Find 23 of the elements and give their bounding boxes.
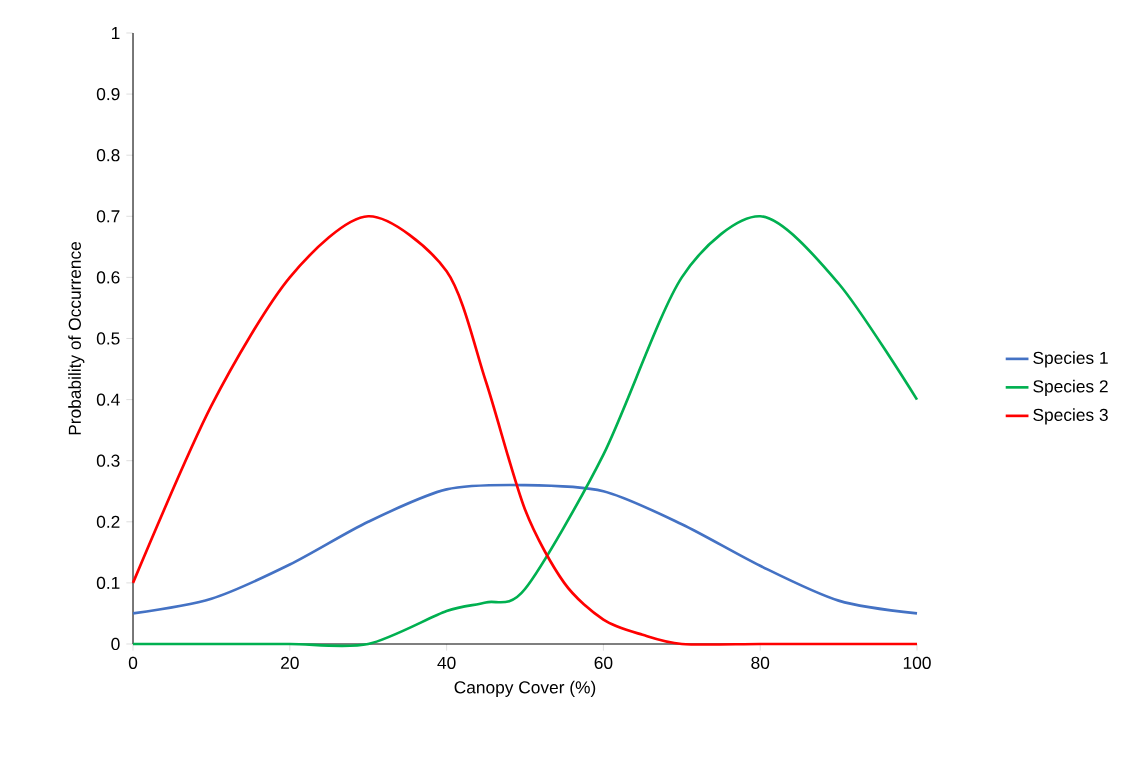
- x-tick-label: 80: [751, 656, 770, 669]
- y-tick-label: 0.8: [96, 149, 120, 162]
- y-tick-label: 0.9: [96, 87, 120, 101]
- x-tick-label: 100: [903, 656, 931, 669]
- y-tick-label: 0.1: [96, 576, 120, 590]
- y-axis-title: Probability of Occurrence: [68, 242, 85, 435]
- x-axis-title: Canopy Cover (%): [454, 680, 596, 697]
- x-tick-label: 0: [128, 656, 138, 669]
- legend-label: Species 3: [1033, 408, 1108, 425]
- legend-label: Species 2: [1033, 379, 1108, 396]
- line-series: [131, 483, 919, 615]
- y-tick-label: 0.6: [96, 271, 120, 284]
- y-tick-label: 1: [111, 27, 120, 39]
- x-tick-label: 60: [594, 656, 613, 669]
- y-tick-label: 0.7: [96, 210, 120, 223]
- y-tick-label: 0: [111, 637, 120, 651]
- y-tick-label: 0.3: [96, 454, 120, 467]
- x-tick-label: 40: [437, 656, 456, 669]
- y-tick-label: 0.2: [96, 515, 120, 528]
- x-tick-label: 20: [281, 656, 299, 669]
- legend-label: Species 1: [1033, 351, 1108, 368]
- y-tick-label: 0.4: [96, 393, 120, 406]
- y-tick-label: 0.5: [96, 332, 120, 345]
